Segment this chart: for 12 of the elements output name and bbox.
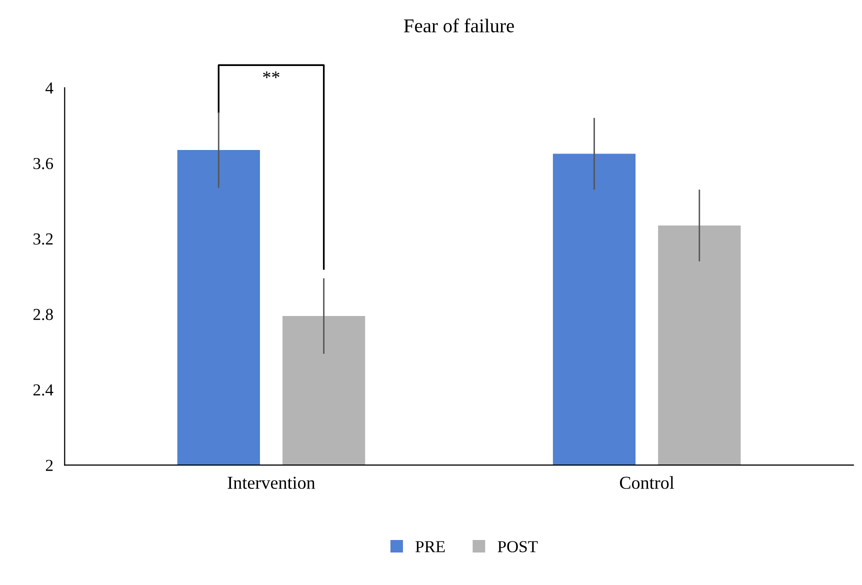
chart-title: Fear of failure bbox=[404, 18, 514, 32]
y-tick-label: 2.4 bbox=[33, 384, 54, 396]
text: ** bbox=[263, 71, 280, 78]
y-tick-label: 2 bbox=[46, 460, 53, 471]
legend-label: POST bbox=[498, 541, 538, 552]
x-tick-label: Control bbox=[620, 476, 674, 489]
y-tick-label: 2.8 bbox=[33, 308, 53, 320]
y-tick-label: 3.6 bbox=[34, 158, 54, 170]
y-tick-label: 3.2 bbox=[34, 233, 53, 245]
y-tick-label: 4 bbox=[46, 82, 54, 94]
legend-label: PRE bbox=[416, 541, 445, 552]
x-tick-label: Intervention bbox=[228, 476, 316, 489]
